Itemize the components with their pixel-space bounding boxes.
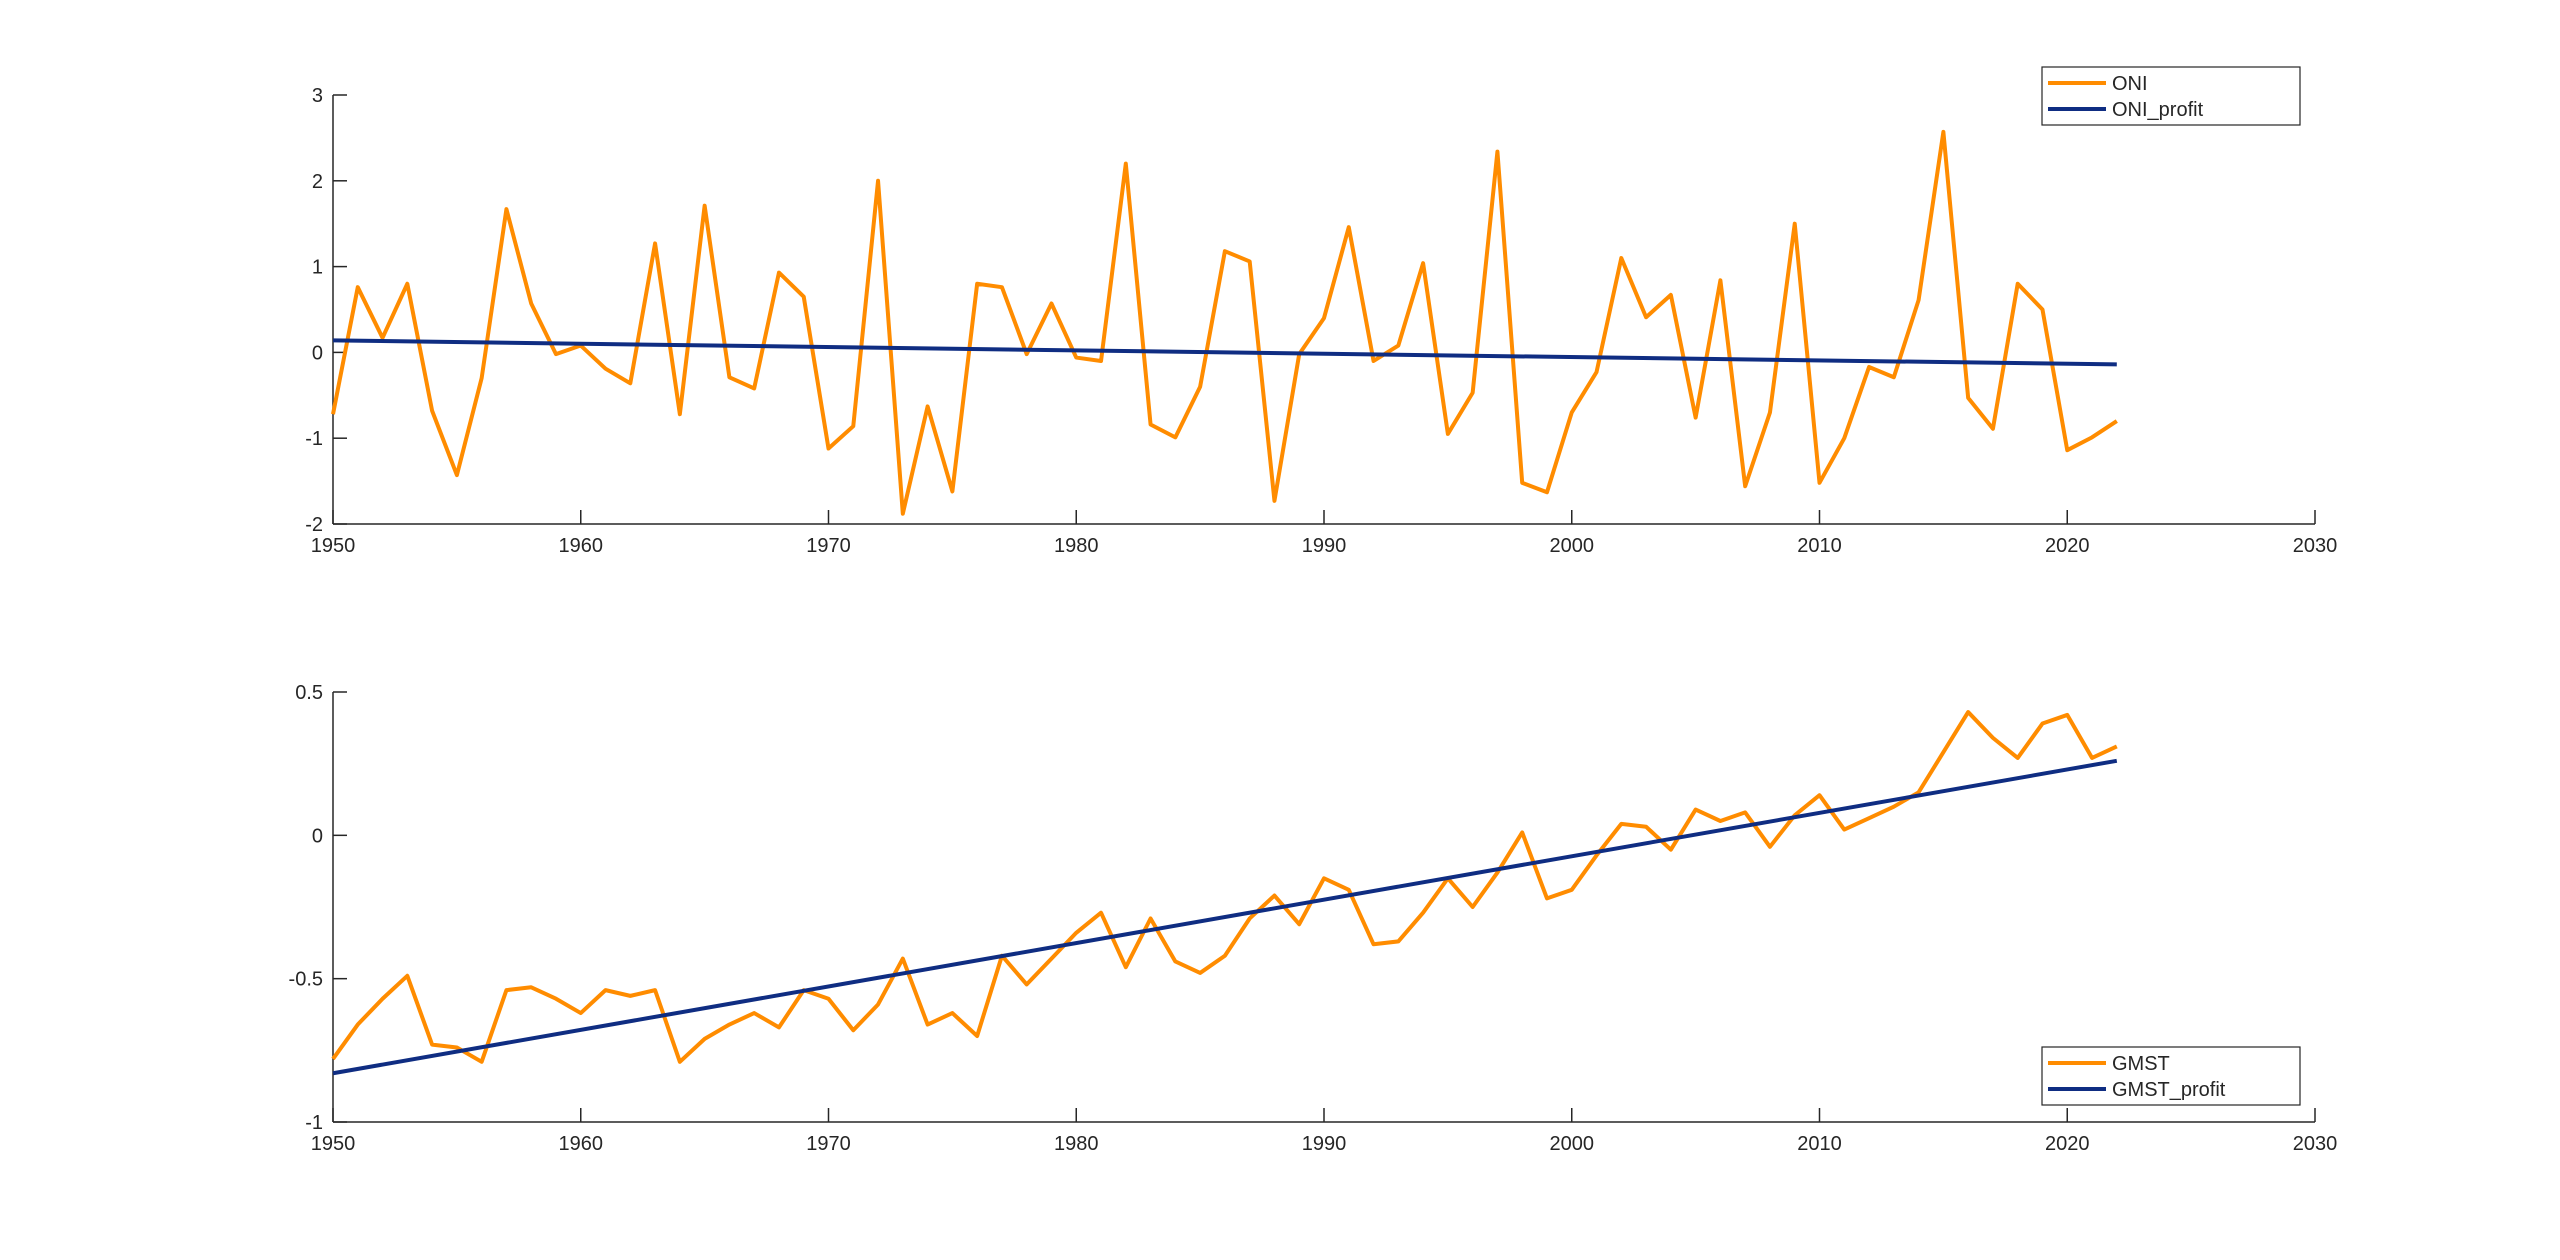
data-line (332, 758, 2118, 1076)
x-tick-label: 2010 (1797, 535, 1842, 557)
x-tick-label: 2020 (2045, 535, 2090, 557)
y-tick-label: -1 (305, 1112, 323, 1134)
axes: -1 -0.5 0 0.5 1950 1960 1970 1980 1990 2000 2010 20… (289, 682, 2338, 1155)
x-tick-label: 1960 (559, 1133, 604, 1155)
x-tick-label: 1970 (806, 1133, 851, 1155)
x-tick-label: 1950 (311, 1133, 356, 1155)
y-tick-label: 2 (312, 171, 323, 193)
legend: ONI ONI_profit (2041, 66, 2301, 126)
legend-label: GMST (2112, 1053, 2170, 1075)
y-tick-label: -0.5 (289, 969, 323, 991)
y-tick-label: 0 (312, 825, 323, 847)
y-tick-label: 1 (312, 257, 323, 279)
legend-box (2041, 66, 2301, 126)
y-tick-label: -1 (305, 428, 323, 450)
x-tick-label: 1990 (1302, 1133, 1347, 1155)
legend-label: GMST_profit (2112, 1079, 2226, 1101)
y-tick-label: 0.5 (295, 682, 323, 704)
legend: GMST GMST_profit (2041, 1046, 2301, 1106)
data-line (331, 710, 2118, 1064)
x-tick-label: 2030 (2293, 1133, 2338, 1155)
x-tick-label: 1980 (1054, 535, 1099, 557)
axes: -2 -1 0 1 2 3 1950 1960 1970 1980 1990 2000 2010 2020… (305, 66, 2338, 557)
x-tick-label: 1950 (311, 535, 356, 557)
legend-box (2041, 1046, 2301, 1106)
x-tick-label: 1970 (806, 535, 851, 557)
y-tick-label: 0 (312, 342, 323, 364)
data-line (331, 129, 2118, 516)
x-tick-label: 2030 (2293, 535, 2338, 557)
x-tick-label: 1990 (1302, 535, 1347, 557)
legend-label: ONI (2112, 73, 2148, 95)
data-line (332, 338, 2117, 367)
legend-label: ONI_profit (2112, 99, 2204, 121)
y-tick-label: 3 (312, 85, 323, 107)
x-tick-label: 2010 (1797, 1133, 1842, 1155)
y-tick-label: -2 (305, 514, 323, 536)
x-tick-label: 2020 (2045, 1133, 2090, 1155)
x-tick-label: 1980 (1054, 1133, 1099, 1155)
x-tick-label: 2000 (1550, 535, 1595, 557)
x-tick-label: 2000 (1550, 1133, 1595, 1155)
x-tick-label: 1960 (559, 535, 604, 557)
